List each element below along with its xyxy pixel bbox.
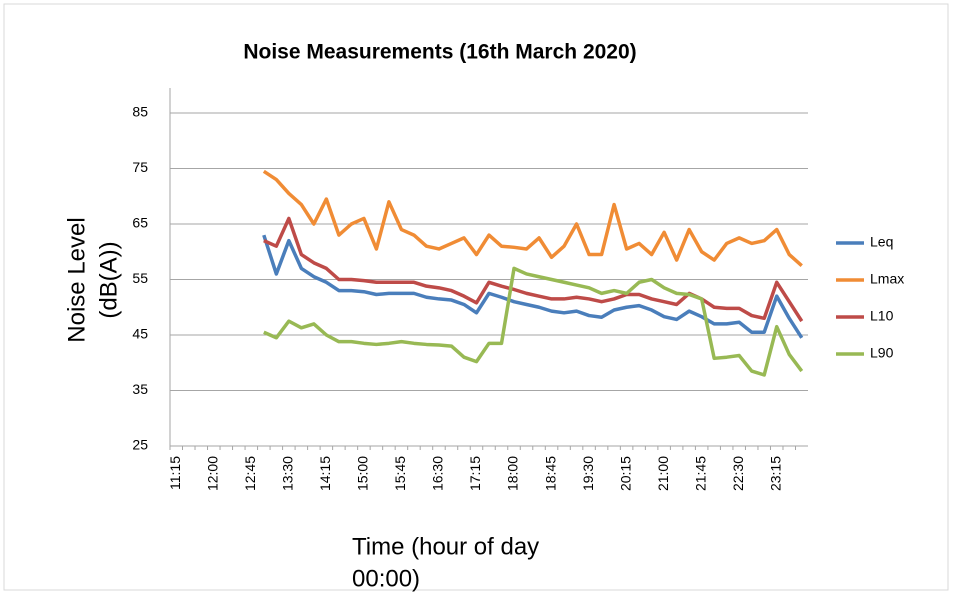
x-tick-label: 17:15 [467,456,483,491]
line-series [262,234,804,339]
line-series [263,266,804,377]
y-tick-label: 45 [132,326,148,342]
chart-title: Noise Measurements (16th March 2020) [243,41,636,64]
x-tick-label: 16:30 [430,456,446,491]
x-tick-label: 19:30 [580,456,596,491]
x-tick-label: 12:00 [204,456,220,491]
y-tick-label: 65 [132,215,148,231]
x-tick-label: 20:15 [617,456,633,491]
x-tick-label: 14:15 [317,456,333,491]
x-tick-label: 11:15 [167,456,183,490]
x-tick-label: 13:30 [280,456,296,491]
x-tick-label: 23:15 [767,456,783,491]
x-tick-label: 18:45 [542,456,558,491]
y-tick-label: 25 [132,437,148,453]
x-tick-label: 22:30 [730,456,746,491]
legend-label: Leq [870,234,893,250]
x-tick-label: 15:45 [392,456,408,491]
legend-label: L10 [870,308,894,324]
y-tick-label: 55 [132,270,148,286]
legend-label: Lmax [870,271,904,287]
y-tick-label: 35 [132,381,148,397]
y-axis-label: (dB(A)) [95,241,122,318]
line-series [263,216,804,323]
x-tick-label: 18:00 [505,456,521,491]
y-tick-label: 85 [132,104,148,120]
x-tick-label: 12:45 [242,456,258,491]
y-axis-label: Noise Level [63,217,90,342]
x-tick-label: 21:45 [692,456,708,491]
line-series [262,169,803,267]
x-tick-label: 15:00 [355,456,371,491]
legend-label: L90 [870,345,894,361]
x-axis-label: Time (hour of day [352,533,539,560]
x-axis-label: 00:00) [352,565,420,592]
y-tick-label: 75 [132,159,148,175]
chart-frame [3,3,949,591]
x-tick-label: 21:00 [655,456,671,491]
